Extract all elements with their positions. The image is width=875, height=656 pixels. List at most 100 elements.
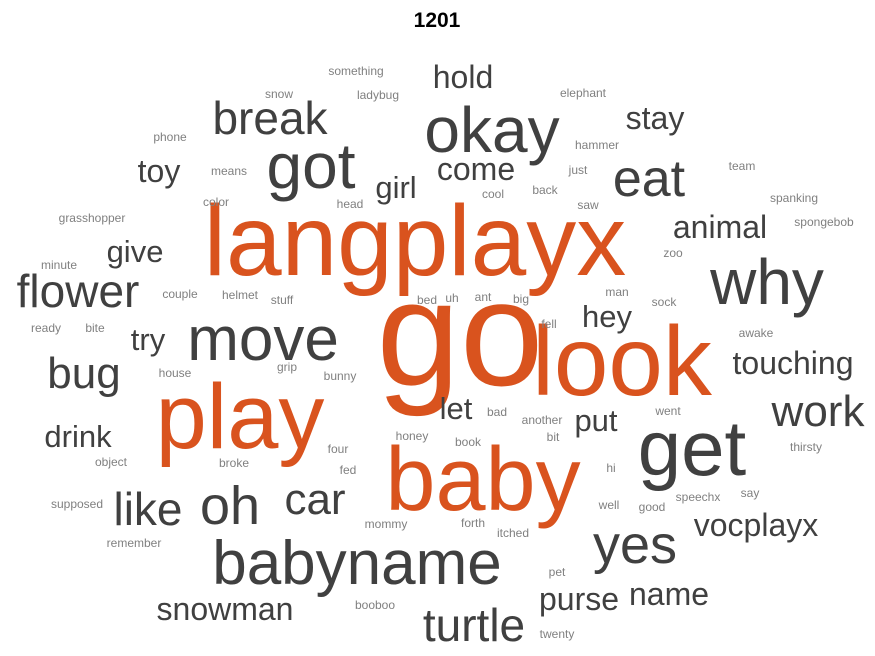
word-ready: ready — [31, 321, 61, 335]
word-cool: cool — [482, 187, 504, 201]
word-try: try — [131, 322, 166, 357]
chart-title: 1201 — [414, 9, 461, 32]
word-like: like — [113, 483, 182, 535]
word-hold: hold — [433, 59, 494, 95]
word-langplayx: langplayx — [204, 185, 627, 297]
word-supposed: supposed — [51, 497, 103, 511]
word-babyname: babyname — [212, 529, 502, 598]
word-go: go — [377, 249, 544, 417]
word-purse: purse — [539, 581, 619, 617]
word-ladybug: ladybug — [357, 88, 399, 102]
word-just: just — [568, 163, 588, 177]
word-let: let — [440, 391, 473, 426]
word-flower: flower — [17, 265, 140, 317]
word-come: come — [437, 151, 515, 187]
word-bad: bad — [487, 405, 507, 419]
word-book: book — [455, 435, 482, 449]
word-fed: fed — [340, 463, 357, 477]
word-stay: stay — [626, 100, 685, 136]
word-booboo: booboo — [355, 598, 395, 612]
word-toy: toy — [138, 153, 181, 189]
word-move: move — [187, 305, 339, 374]
word-head: head — [337, 197, 364, 211]
word-four: four — [328, 442, 349, 456]
word-bit: bit — [547, 430, 560, 444]
word-awake: awake — [739, 326, 774, 340]
word-why: why — [709, 246, 824, 318]
word-phone: phone — [153, 130, 187, 144]
word-elephant: elephant — [560, 86, 607, 100]
word-baby: baby — [385, 430, 580, 530]
word-spongebob: spongebob — [794, 215, 854, 229]
word-house: house — [159, 366, 192, 380]
word-bite: bite — [85, 321, 105, 335]
word-stuff: stuff — [271, 293, 294, 307]
word-drink: drink — [44, 419, 112, 454]
word-grasshopper: grasshopper — [59, 211, 126, 225]
word-snowman: snowman — [157, 591, 294, 627]
word-means: means — [211, 164, 247, 178]
word-give: give — [107, 234, 164, 269]
word-spanking: spanking — [770, 191, 818, 205]
word-fell: fell — [541, 317, 556, 331]
word-get: get — [638, 404, 747, 492]
word-twenty: twenty — [540, 627, 575, 641]
word-bunny: bunny — [324, 369, 357, 383]
word-eat: eat — [613, 150, 686, 208]
word-hey: hey — [582, 299, 632, 334]
word-look: look — [532, 306, 713, 416]
word-thirsty: thirsty — [790, 440, 822, 454]
word-car: car — [284, 475, 345, 524]
word-good: good — [639, 500, 666, 514]
word-color: color — [203, 195, 229, 209]
word-sock: sock — [652, 295, 678, 309]
word-back: back — [532, 183, 558, 197]
word-honey: honey — [396, 429, 429, 443]
word-animal: animal — [673, 209, 767, 245]
word-touching: touching — [733, 345, 854, 381]
word-say: say — [741, 486, 760, 500]
word-couple: couple — [162, 287, 198, 301]
word-yes: yes — [593, 515, 677, 575]
word-mommy: mommy — [365, 517, 408, 531]
word-snow: snow — [265, 87, 293, 101]
word-zoo: zoo — [663, 246, 683, 260]
word-got: got — [267, 130, 356, 202]
word-itched: itched — [497, 526, 529, 540]
word-object: object — [95, 455, 128, 469]
word-okay: okay — [424, 94, 559, 166]
word-bug: bug — [47, 349, 120, 398]
word-man: man — [605, 285, 628, 299]
word-vocplayx: vocplayx — [694, 507, 819, 543]
word-big: big — [513, 292, 529, 306]
word-saw: saw — [577, 198, 599, 212]
word-something: something — [328, 64, 383, 78]
word-put: put — [574, 403, 617, 438]
word-name: name — [629, 576, 709, 612]
word-minute: minute — [41, 258, 77, 272]
word-remember: remember — [107, 536, 162, 550]
word-break: break — [212, 92, 328, 144]
word-play: play — [156, 366, 325, 468]
word-broke: broke — [219, 456, 249, 470]
word-grip: grip — [277, 360, 297, 374]
word-uh: uh — [445, 291, 458, 305]
word-oh: oh — [200, 476, 260, 536]
word-team: team — [729, 159, 756, 173]
word-turtle: turtle — [423, 599, 525, 651]
word-girl: girl — [375, 170, 416, 205]
word-helmet: helmet — [222, 288, 259, 302]
word-another: another — [522, 413, 563, 427]
word-went: went — [654, 404, 681, 418]
word-work: work — [771, 387, 866, 436]
word-forth: forth — [461, 516, 485, 530]
word-ant: ant — [475, 290, 492, 304]
word-speechx: speechx — [676, 490, 721, 504]
word-well: well — [598, 498, 620, 512]
word-bed: bed — [417, 293, 437, 307]
word-hi: hi — [606, 461, 615, 475]
word-hammer: hammer — [575, 138, 619, 152]
